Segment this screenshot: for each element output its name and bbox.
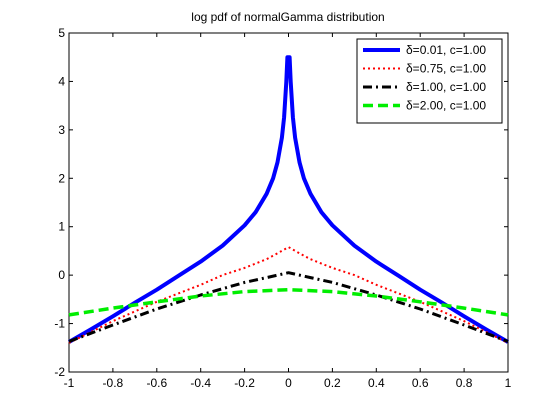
series-group [68,55,509,344]
x-tick-label: 0 [285,376,292,390]
x-tick-label: -0.8 [103,376,124,390]
y-tick-label: 5 [58,26,65,40]
ticks-group: -1 -0.8 -0.6 -0.4 -0.2 0 0.2 0.4 0.6 0.8 1-2-10123… [54,26,511,390]
y-tick-label: -1 [54,317,65,331]
x-tick-label: 0.4 [368,376,385,390]
x-tick-label: -0.4 [190,376,211,390]
legend-label: δ=1.00, c=1.00 [406,80,486,94]
y-tick-label: 1 [58,220,65,234]
series-line [68,271,509,343]
legend: δ=0.01, c=1.00 δ=0.75, c=1.00 δ=1.00, c=1.… [356,38,503,124]
legend-label: δ=0.75, c=1.00 [406,62,486,76]
legend-label: δ=2.00, c=1.00 [406,99,486,113]
x-tick-label: 0.8 [456,376,473,390]
y-tick-label: 3 [58,123,65,137]
x-tick-label: 0.6 [412,376,429,390]
legend-box [356,38,503,124]
y-tick-label: 2 [58,171,65,185]
series-line [68,287,509,317]
series-line [68,55,509,344]
legend-label: δ=0.01, c=1.00 [406,43,486,57]
y-tick-label: 4 [58,74,65,88]
x-tick-label: -0.2 [234,376,255,390]
x-tick-label: 1 [505,376,512,390]
y-tick-label: -2 [54,365,65,379]
y-tick-label: 0 [58,268,65,282]
x-tick-label: -1 [64,376,75,390]
x-tick-label: -0.6 [146,376,167,390]
chart-title: log pdf of normalGamma distribution [191,10,384,24]
x-tick-label: 0.2 [324,376,341,390]
series-line [68,246,509,344]
